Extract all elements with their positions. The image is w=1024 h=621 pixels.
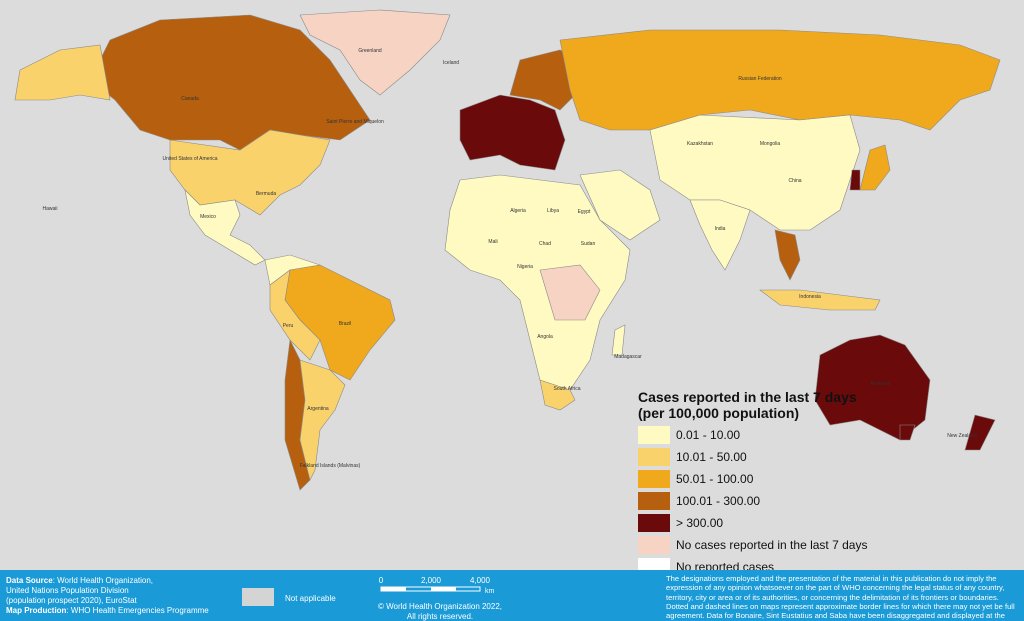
legend-label: 10.01 - 50.00 [676,450,747,464]
disclaimer: The designations employed and the presen… [666,574,1015,621]
country-label: Sudan [581,241,596,247]
country-label: India [715,226,726,232]
country-label: Madagascar [614,354,642,360]
country-label: Hawaii [42,206,57,212]
not-applicable-swatch [242,588,274,606]
country-label: Greenland [358,48,382,54]
new-zealand [964,414,996,451]
source-text: : World Health Organization, [52,576,154,585]
legend-label: > 300.00 [676,516,723,530]
legend-swatch [638,536,670,554]
production-text: : WHO Health Emergencies Programme [66,606,209,615]
legend-swatch [638,558,670,570]
country-label: Mongolia [760,141,781,147]
country-label: Saint Pierre and Miquelon [326,119,384,125]
country-label: Angola [537,334,553,340]
scale-rect [431,587,456,591]
southeast-asia [774,229,801,281]
alaska [14,44,111,101]
greenland [299,9,451,96]
country-label: Kazakhstan [687,141,713,147]
production-label: Map Production [6,606,67,615]
legend-label: No cases reported in the last 7 days [676,538,867,552]
country-label: Russian Federation [738,76,782,82]
country-label: Australia [870,381,890,387]
country-label: Mali [488,239,497,245]
legend: 0.01 - 10.00 10.01 - 50.00 50.01 - 100.00 1… [638,426,867,570]
footer: Data Source: World Health Organization, … [0,570,1024,621]
country-label: Argentina [307,406,329,412]
source-label: Data Source [6,576,53,585]
country-label: Iceland [443,60,459,66]
country-label: Algeria [510,208,526,214]
india [689,199,751,271]
scale-rect [381,587,406,591]
country-label: Egypt [578,209,591,215]
country-label: New Zealand [947,433,977,439]
country-label: Falkland Islands (Malvinas) [300,463,361,469]
peru-bolivia [269,269,321,361]
tasmania [899,424,916,441]
madagascar [611,324,626,356]
south-africa [539,379,576,411]
mexico [184,189,266,266]
country-label: South Africa [554,386,581,392]
scale-label: 0 [379,576,384,585]
legend-label: 0.01 - 10.00 [676,428,740,442]
country-label: China [788,178,801,184]
australia [814,334,931,441]
scale-label: 4,000 [470,576,491,585]
country-label: Mexico [200,214,216,220]
map: Greenland Canada United States of America R… [14,9,1001,570]
country-label: Libya [547,208,559,214]
not-applicable: Not applicable [285,594,336,603]
country-label: Nigeria [517,264,533,270]
production: Map Production: WHO Health Emergencies P… [6,606,209,616]
legend-label: 100.01 - 300.00 [676,494,760,508]
legend-swatch [638,470,670,488]
scale-unit: km [485,588,495,595]
legend-subtitle: (per 100,000 population) [638,405,799,421]
country-label: Peru [283,323,294,329]
argentina [299,359,346,481]
middle-east [579,169,661,241]
scale-bar: 0 2,000 4,000 km [379,576,495,595]
country-label: Indonesia [799,294,821,300]
legend-label: 50.01 - 100.00 [676,472,754,486]
land [14,9,1001,491]
legend-swatch [638,492,670,510]
scale-label: 2,000 [421,576,442,585]
legend-label: No reported cases [676,560,774,570]
country-label: Brazil [339,321,352,327]
legend-swatch [638,514,670,532]
copyright: © World Health Organization 2022, [377,602,503,611]
asia [649,114,861,231]
country-label: United States of America [162,156,217,162]
legend-swatch [638,426,670,444]
korea [849,169,861,191]
indonesia [759,289,881,311]
source-2: United Nations Population Division [6,586,129,595]
country-labels: Greenland Canada United States of America R… [42,48,976,469]
copyright-2: All rights reserved. [406,612,474,621]
country-label: Canada [181,96,199,102]
country-label: Bermuda [256,191,277,197]
japan [859,144,891,191]
legend-swatch [638,448,670,466]
russia [559,29,1001,131]
country-label: Chad [539,241,551,247]
source-3: (population prospect 2020), EuroStat [6,596,137,605]
europe [459,94,566,171]
central-africa [539,264,601,321]
source: Data Source: World Health Organization, [6,576,153,586]
legend-title: Cases reported in the last 7 days [638,389,857,405]
